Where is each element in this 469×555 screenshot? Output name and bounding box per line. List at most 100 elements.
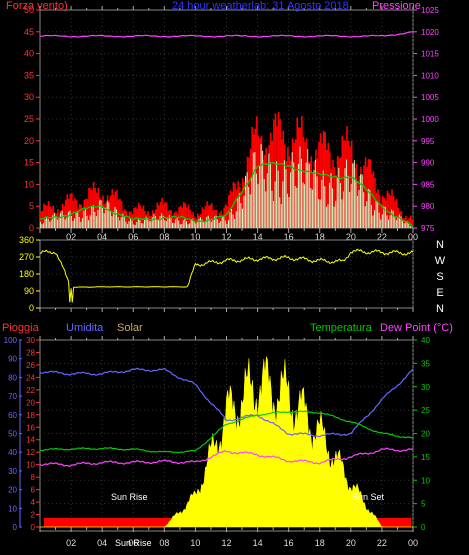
solar-y-tick-label: 24 xyxy=(26,373,35,382)
pressure-y-tick-label: 1000 xyxy=(421,115,439,124)
gust-bar xyxy=(139,205,142,228)
gust-bar xyxy=(137,202,140,228)
gust-bar xyxy=(378,195,381,228)
gust-bar xyxy=(333,167,336,228)
compass-label: S xyxy=(436,271,443,283)
temp-y-tick-label: 15 xyxy=(421,453,430,462)
wind-direction-line xyxy=(39,248,414,303)
wind-chart-series xyxy=(39,31,414,228)
gust-bar xyxy=(257,135,260,228)
gust-bar xyxy=(409,215,412,228)
gust-bar xyxy=(119,198,121,228)
wind-x-tick-label: 22 xyxy=(377,232,387,242)
climate-x-tick-label: 18 xyxy=(315,538,325,548)
gust-bar xyxy=(64,200,67,228)
temp-y-tick-label: 35 xyxy=(421,359,430,368)
gust-bar xyxy=(133,208,135,228)
gust-bar xyxy=(294,139,297,228)
pressure-line xyxy=(40,31,414,38)
compass-label: W xyxy=(435,255,446,267)
temperature-axis-label: Temperatura xyxy=(310,322,373,334)
wind-x-tick-label: 10 xyxy=(190,232,200,242)
wind-x-tick-label: 16 xyxy=(284,232,294,242)
gust-bar xyxy=(234,183,236,228)
rain-y-tick-label: 70 xyxy=(8,392,17,401)
direction-y-tick-label: 180 xyxy=(19,269,34,279)
rain-y-tick-label: 20 xyxy=(8,486,17,495)
direction-chart-grid xyxy=(40,240,414,308)
chart-title: 24 hour weatherlab: 31 Agosto 2018 xyxy=(172,0,349,12)
gust-bar xyxy=(242,178,244,228)
direction-chart-axes: 0 90 180 270 360 xyxy=(19,235,414,313)
gust-bar xyxy=(159,201,162,228)
gust-bar xyxy=(366,166,368,228)
rain-y-tick-label: 60 xyxy=(8,411,17,420)
solar-y-tick-label: 4 xyxy=(31,498,36,507)
gust-bar xyxy=(403,218,406,228)
gust-bar xyxy=(209,204,212,228)
temp-y-tick-label: 20 xyxy=(421,430,430,439)
wind-x-tick-label: 06 xyxy=(128,232,138,242)
gust-bar xyxy=(43,203,45,228)
gust-bar xyxy=(235,189,238,228)
gust-bar xyxy=(57,209,59,228)
compass-label: E xyxy=(436,287,443,299)
climate-x-tick-label: 10 xyxy=(190,538,200,548)
gust-bar xyxy=(277,111,280,228)
rain-y-tick-label: 10 xyxy=(8,504,17,513)
gust-bar xyxy=(371,173,373,228)
solar-y-tick-label: 6 xyxy=(31,486,36,495)
wind-chart-grid xyxy=(40,10,414,228)
gust-bar xyxy=(144,210,146,228)
wind-y-tick-label: 25 xyxy=(24,114,34,124)
gust-bar xyxy=(128,211,131,228)
gust-bar xyxy=(203,209,205,228)
compass-label: N xyxy=(436,239,444,251)
gust-bar xyxy=(66,194,69,228)
sun-rise-label-bottom: Sun Rise xyxy=(115,538,152,548)
gust-bar xyxy=(125,210,128,228)
wind-x-tick-label: 08 xyxy=(159,232,169,242)
gust-bar xyxy=(142,205,145,228)
gust-bar xyxy=(40,211,42,228)
temp-y-tick-label: 5 xyxy=(421,500,426,509)
wind-y-tick-label: 50 xyxy=(24,5,34,15)
gust-bar xyxy=(296,117,299,228)
gust-bar xyxy=(173,212,176,228)
direction-y-tick-label: 0 xyxy=(29,303,34,313)
wind-x-tick-label: 04 xyxy=(97,232,107,242)
wind-y-tick-label: 15 xyxy=(24,158,34,168)
gust-bar xyxy=(71,192,73,228)
sun-set-label: Sun Set xyxy=(352,492,385,502)
gust-bar xyxy=(394,200,396,228)
solar-y-tick-label: 10 xyxy=(26,461,35,470)
gust-bar xyxy=(187,204,190,228)
rain-y-tick-label: 100 xyxy=(4,336,18,345)
gust-bar xyxy=(97,188,100,228)
pressure-y-tick-label: 1025 xyxy=(421,6,439,15)
climate-x-tick-label: 22 xyxy=(377,538,387,548)
gust-bar xyxy=(74,198,76,228)
gust-bar xyxy=(327,142,330,228)
pressure-axis-label: Pressione xyxy=(372,0,421,12)
pressure-y-tick-label: 985 xyxy=(421,180,435,189)
gust-bar xyxy=(226,206,229,228)
wind-x-tick-label: 14 xyxy=(253,232,263,242)
gust-bar xyxy=(319,133,322,228)
rain-y-tick-label: 0 xyxy=(13,523,18,532)
direction-chart-series xyxy=(39,248,414,303)
gust-bar xyxy=(279,119,281,228)
gust-bar xyxy=(86,199,89,228)
gust-bar xyxy=(156,202,159,228)
gust-bar xyxy=(220,210,222,228)
gust-bar xyxy=(95,192,98,228)
wind-x-tick-label: 02 xyxy=(66,232,76,242)
gust-bar xyxy=(218,213,221,228)
wind-y-tick-label: 0 xyxy=(29,223,34,233)
wind-y-tick-label: 40 xyxy=(24,49,34,59)
gust-bar xyxy=(374,177,376,228)
climate-x-tick-label: 20 xyxy=(346,538,356,548)
wind-x-tick-label: 00 xyxy=(408,232,418,242)
wind-y-tick-label: 20 xyxy=(24,136,34,146)
